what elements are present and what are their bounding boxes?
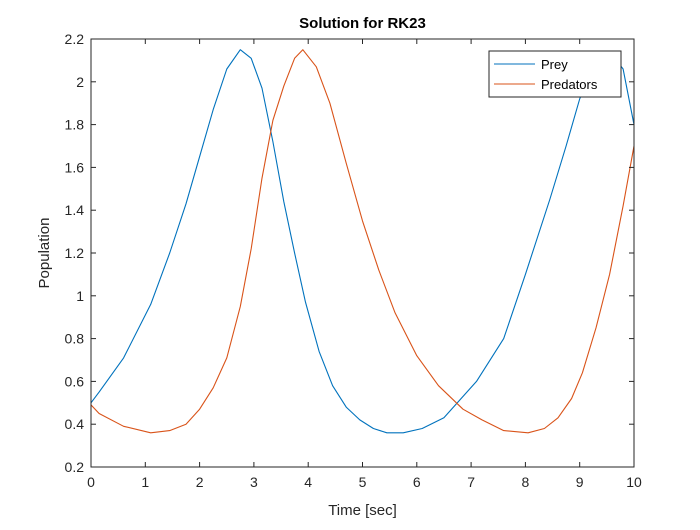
y-tick-label: 1.2 <box>65 245 85 261</box>
y-tick-label: 2 <box>76 74 84 90</box>
legend-box <box>488 50 622 98</box>
series-line-predators <box>90 49 635 434</box>
y-tick-label: 1.8 <box>65 117 85 133</box>
x-tick-label: 1 <box>141 474 149 490</box>
y-tick-label: 1.6 <box>65 159 85 175</box>
legend-label-predators: Predators <box>541 77 598 92</box>
y-axis-label: Population <box>36 218 53 289</box>
chart-title: Solution for RK23 <box>299 15 426 32</box>
x-tick-label: 9 <box>576 474 584 490</box>
series-layer <box>90 49 635 434</box>
x-tick-label: 10 <box>626 474 642 490</box>
x-tick-label: 4 <box>304 474 312 490</box>
y-tick-label: 0.4 <box>65 416 85 432</box>
plot-area <box>91 39 634 467</box>
x-tick-label: 5 <box>359 474 367 490</box>
legend: Prey Predators <box>488 50 622 98</box>
x-tick-label: 0 <box>87 474 95 490</box>
x-tick-label: 7 <box>467 474 475 490</box>
x-tick-label: 8 <box>522 474 530 490</box>
x-tick-label: 6 <box>413 474 421 490</box>
y-tick-label: 0.6 <box>65 373 85 389</box>
y-tick-label: 1.4 <box>65 202 85 218</box>
series-line-prey <box>90 49 635 434</box>
x-axis-label: Time [sec] <box>328 502 397 519</box>
legend-label-prey: Prey <box>541 57 568 72</box>
y-tick-label: 0.2 <box>65 459 85 475</box>
y-tick-label: 1 <box>76 288 84 304</box>
ticks-layer: 0 1 2 3 4 5 6 7 8 9 10 0.2 0.4 0.6 0.8 1 1.2 1.4 1.6 1.8 2 2.… <box>65 31 642 490</box>
x-tick-label: 3 <box>250 474 258 490</box>
x-tick-label: 2 <box>196 474 204 490</box>
y-tick-label: 0.8 <box>65 331 85 347</box>
y-tick-label: 2.2 <box>65 31 85 47</box>
